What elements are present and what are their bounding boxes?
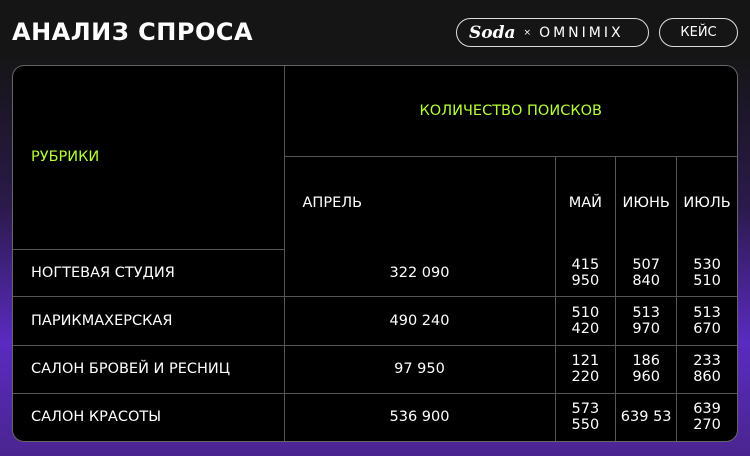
search-count: 513 670 [676, 296, 737, 346]
search-count: 510 420 [554, 296, 617, 346]
soda-logo: Soda [469, 22, 516, 43]
search-count: 322 090 [283, 249, 556, 298]
table-row: ПАРИКМАХЕРСКАЯ 490 240 510 420 513 970 513 6… [13, 296, 737, 346]
search-count: 639 53 [615, 392, 678, 441]
rubric-name: САЛОН КРАСОТЫ [13, 392, 285, 441]
search-count: 490 240 [283, 296, 556, 346]
search-count: 536 900 [283, 392, 556, 441]
case-button[interactable]: КЕЙС [659, 18, 738, 47]
search-count: 507 840 [615, 249, 678, 298]
month-header: ИЮНЬ [615, 156, 678, 250]
month-header: ИЮЛЬ [676, 156, 737, 250]
search-count: 573 550 [554, 392, 617, 441]
brand-logo: Soda × OMNIMIX [456, 18, 649, 47]
search-count: 121 220 [554, 344, 617, 394]
month-header: МАЙ [554, 156, 617, 250]
rubric-name: ПАРИКМАХЕРСКАЯ [13, 296, 285, 346]
page-title: АНАЛИЗ СПРОСА [12, 18, 254, 46]
search-count: 97 950 [283, 344, 556, 394]
demand-table: РУБРИКИ КОЛИЧЕСТВО ПОИСКОВ АПРЕЛЬ МАЙ ИЮ… [12, 65, 738, 442]
search-count: 639 270 [676, 392, 737, 441]
rubric-name: САЛОН БРОВЕЙ И РЕСНИЦ [13, 344, 285, 394]
month-header: АПРЕЛЬ [284, 156, 556, 250]
search-count: 186 960 [615, 344, 678, 394]
rubric-header: РУБРИКИ [13, 66, 285, 250]
table-row: НОГТЕВАЯ СТУДИЯ 322 090 415 950 507 840 530 … [13, 249, 737, 298]
search-count: 530 510 [676, 249, 737, 298]
search-count: 415 950 [554, 249, 617, 298]
rubric-name: НОГТЕВАЯ СТУДИЯ [13, 249, 285, 298]
search-count: 513 970 [615, 296, 678, 346]
searches-header: КОЛИЧЕСТВО ПОИСКОВ [283, 66, 737, 158]
brand-separator: × [523, 27, 532, 38]
table-row: САЛОН КРАСОТЫ 536 900 573 550 639 53 639 270 [13, 392, 737, 441]
search-count: 233 860 [676, 344, 737, 394]
table-row: САЛОН БРОВЕЙ И РЕСНИЦ 97 950 121 220 186 96… [13, 344, 737, 394]
omnimix-logo: OMNIMIX [539, 24, 624, 41]
